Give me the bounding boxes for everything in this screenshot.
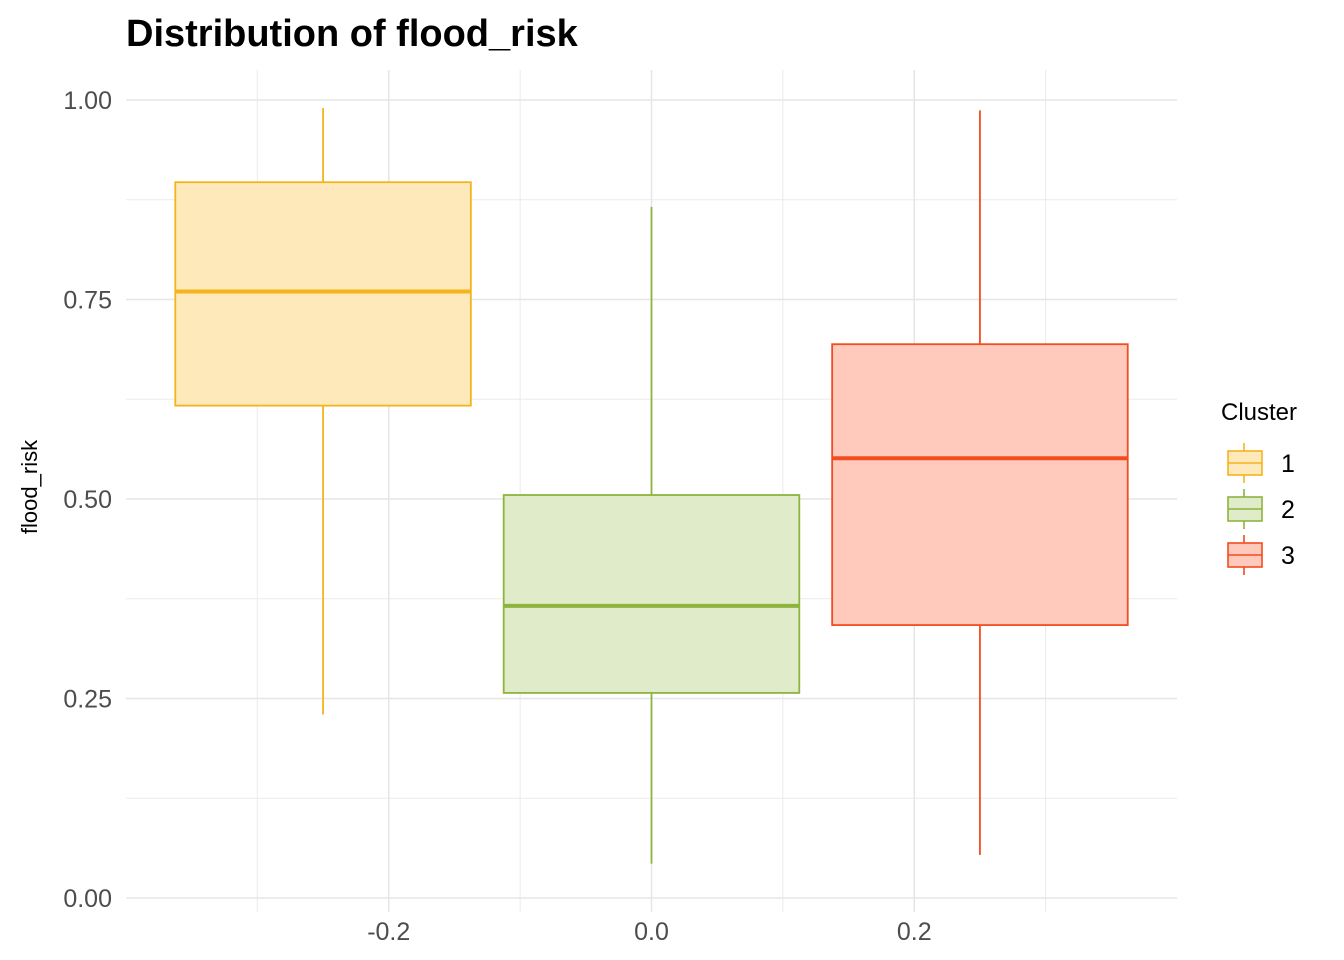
x-tick-label: 0.0 (634, 918, 669, 946)
legend-item-2: 2 (1227, 489, 1295, 529)
chart-title: Distribution of flood_risk (126, 13, 579, 55)
legend-label: 1 (1281, 450, 1295, 478)
x-tick-label: 0.2 (897, 918, 932, 946)
legend-label: 2 (1281, 496, 1295, 524)
legend-item-1: 1 (1227, 443, 1295, 483)
legend-title: Cluster (1221, 399, 1297, 426)
box-cluster-1 (174, 107, 472, 715)
box-cluster-2 (502, 206, 801, 864)
legend-item-3: 3 (1227, 535, 1295, 575)
iqr-box (174, 181, 472, 407)
y-axis-title: flood_risk (17, 439, 42, 534)
y-tick-label: 0.00 (63, 885, 112, 913)
y-tick-label: 1.00 (63, 87, 112, 115)
iqr-box (502, 494, 801, 694)
y-tick-label: 0.75 (63, 287, 112, 315)
y-tick-labels: 0.00 0.25 0.50 0.75 1.00 (63, 87, 112, 913)
y-tick-label: 0.50 (63, 486, 112, 514)
legend: Cluster 1 2 3 (1221, 399, 1297, 575)
iqr-box (831, 343, 1129, 626)
legend-label: 3 (1281, 542, 1295, 570)
boxes (174, 107, 1129, 864)
box-cluster-3 (831, 110, 1129, 855)
x-tick-label: -0.2 (367, 918, 410, 946)
x-tick-labels: -0.2 0.0 0.2 (367, 918, 931, 946)
y-tick-label: 0.25 (63, 686, 112, 714)
